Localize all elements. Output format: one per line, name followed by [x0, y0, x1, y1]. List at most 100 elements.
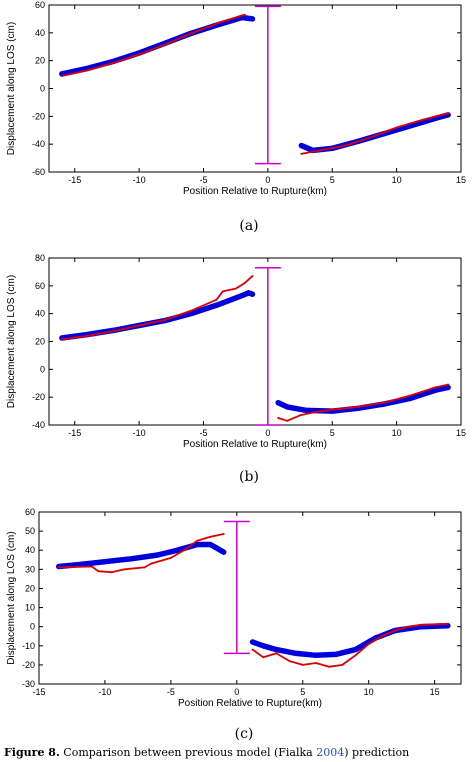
y-tick-label: 10 — [25, 603, 35, 613]
data-point-red — [447, 112, 450, 115]
data-point-blue — [239, 292, 245, 299]
data-point-blue — [75, 561, 82, 568]
data-point-blue — [188, 311, 194, 317]
chart-panel-c: -15 -10 -5 0 5 10 15 -30 -20 -10 0 10 20 30 40 50 60 Posi… — [6, 507, 462, 742]
x-tick-label: -15 — [68, 428, 81, 438]
data-point-red — [169, 556, 172, 559]
x-tick-label: 10 — [392, 175, 402, 185]
series-red-segment — [277, 383, 449, 422]
data-point-red — [222, 532, 225, 535]
x-tick-label: 5 — [330, 175, 335, 185]
plot-area — [38, 511, 462, 685]
x-tick-label: 10 — [392, 428, 402, 438]
data-point-red — [112, 330, 115, 333]
data-point-red — [311, 411, 314, 414]
panel-label: (c) — [235, 726, 254, 742]
data-point-blue — [333, 651, 339, 657]
data-point-red — [434, 386, 437, 389]
data-point-red — [420, 623, 423, 626]
data-point-red — [123, 568, 126, 571]
y-tick-label: 40 — [35, 28, 45, 38]
data-point-red — [394, 629, 397, 632]
x-axis-label: Position Relative to Rupture(km) — [178, 698, 322, 709]
x-tick-label: 5 — [300, 687, 305, 697]
data-point-blue — [221, 549, 227, 555]
y-tick-label: 60 — [35, 0, 45, 10]
data-point-blue — [260, 643, 266, 649]
series-red-segment — [301, 112, 449, 155]
figure-caption: Figure 8. Comparison between previous mo… — [4, 746, 474, 759]
data-point-blue — [432, 387, 438, 393]
y-tick-label: 40 — [25, 545, 35, 555]
data-point-red — [90, 565, 93, 568]
data-point-blue — [293, 650, 299, 657]
data-point-red — [189, 309, 192, 312]
x-tick-label: 5 — [330, 428, 335, 438]
data-point-red — [138, 53, 141, 56]
x-tick-label: 15 — [430, 687, 440, 697]
data-point-red — [138, 324, 141, 327]
plot-area — [48, 4, 462, 173]
data-point-red — [60, 338, 63, 341]
data-point-red — [209, 535, 212, 538]
caption-citation-link[interactable]: 2004 — [316, 746, 345, 759]
y-tick-label: -30 — [22, 679, 35, 689]
plot-marks — [59, 13, 451, 155]
data-point-blue — [102, 559, 108, 565]
y-tick-label: -60 — [32, 167, 45, 177]
x-tick-label: -10 — [133, 428, 146, 438]
data-point-blue — [273, 647, 279, 653]
data-point-red — [341, 663, 344, 666]
data-point-red — [215, 22, 218, 25]
data-point-red — [382, 401, 385, 404]
panel-label: (a) — [239, 218, 258, 234]
data-point-red — [331, 408, 334, 411]
y-tick-label: 60 — [35, 281, 45, 291]
data-point-red — [86, 69, 89, 72]
series-red-segment — [58, 533, 224, 574]
data-point-blue — [352, 647, 359, 653]
data-point-red — [243, 282, 246, 285]
data-point-blue — [250, 639, 256, 645]
data-point-blue — [298, 142, 304, 149]
data-point-red — [407, 625, 410, 628]
data-point-red — [277, 417, 280, 420]
data-point-blue — [445, 384, 451, 391]
data-point-red — [234, 287, 237, 290]
data-point-red — [367, 642, 370, 645]
data-point-red — [314, 661, 317, 664]
x-tick-label: -5 — [199, 175, 207, 185]
data-point-red — [421, 118, 424, 121]
data-point-blue — [313, 652, 319, 658]
plot-marks — [56, 532, 451, 668]
data-point-red — [380, 635, 383, 638]
data-point-red — [150, 562, 153, 565]
data-point-blue — [194, 541, 200, 548]
x-tick-label: -10 — [133, 175, 146, 185]
x-tick-label: 10 — [364, 687, 374, 697]
data-point-blue — [406, 395, 413, 402]
data-point-blue — [303, 407, 310, 413]
data-point-blue — [275, 400, 281, 406]
data-point-red — [163, 318, 166, 321]
data-point-red — [446, 622, 449, 625]
data-point-red — [300, 152, 303, 155]
y-tick-label: -40 — [32, 139, 45, 149]
data-point-red — [299, 414, 302, 417]
data-point-red — [440, 113, 443, 116]
data-point-red — [275, 652, 278, 655]
data-point-blue — [213, 302, 219, 308]
y-tick-label: 20 — [25, 583, 35, 593]
data-point-red — [241, 14, 244, 17]
data-point-blue — [174, 547, 181, 553]
series-blue-segment — [56, 541, 227, 570]
data-point-red — [86, 334, 89, 337]
data-point-red — [354, 654, 357, 657]
data-point-red — [262, 656, 265, 659]
data-point-blue — [249, 16, 256, 22]
panel-label: (b) — [239, 469, 259, 485]
data-point-blue — [155, 552, 161, 558]
data-point-red — [357, 405, 359, 408]
x-tick-label: -5 — [167, 687, 175, 697]
